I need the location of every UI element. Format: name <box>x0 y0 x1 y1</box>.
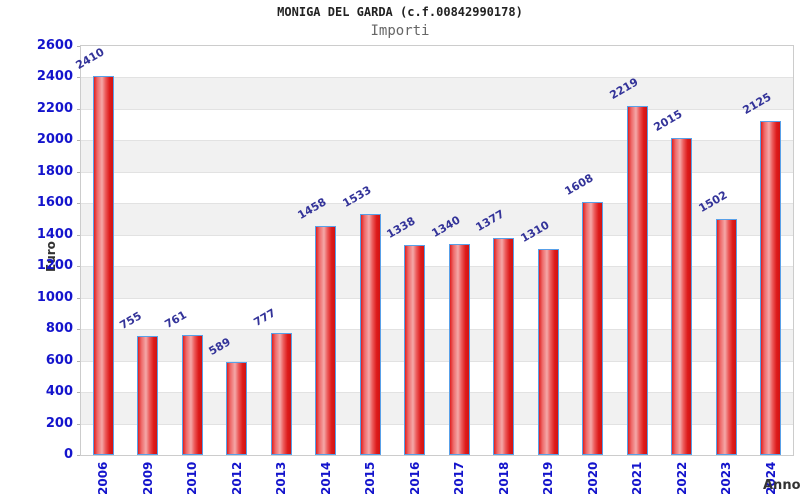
gridline <box>81 140 793 142</box>
y-tick-label: 200 <box>45 415 73 431</box>
chart-title: MONIGA DEL GARDA (c.f.00842990178) <box>277 5 523 19</box>
y-tick-label: 1000 <box>36 289 73 305</box>
bar <box>181 335 203 455</box>
y-tick-label: 400 <box>45 384 73 400</box>
gridline <box>81 77 793 79</box>
gridline <box>81 203 793 205</box>
bar <box>715 218 737 455</box>
y-tick-mark <box>77 171 80 173</box>
y-tick-label: 0 <box>63 447 73 462</box>
y-tick-mark <box>77 203 80 205</box>
gridline <box>81 234 793 236</box>
gridline <box>81 266 793 268</box>
bar <box>671 138 693 455</box>
y-tick-mark <box>77 46 80 47</box>
plot-band <box>81 108 793 141</box>
gridline <box>81 360 793 362</box>
x-tick-label: 2010 <box>185 461 200 495</box>
gridline <box>81 392 793 394</box>
x-tick-label: 2017 <box>452 461 467 495</box>
y-tick-mark <box>77 423 80 425</box>
y-tick-mark <box>77 392 80 394</box>
plot-band <box>81 77 793 109</box>
x-tick-label: 2019 <box>541 461 556 495</box>
gridline <box>81 329 793 331</box>
y-tick-mark <box>77 77 80 79</box>
plot-area: 2410 755 761 589 777 1458 1533 1338 1340 1377 1310… <box>73 45 794 456</box>
x-tick-label: 2012 <box>229 461 244 495</box>
bar <box>493 238 515 455</box>
y-tick-label: 2400 <box>36 69 73 85</box>
gridline <box>81 423 793 425</box>
y-tick-mark <box>77 329 80 331</box>
gridline <box>81 297 793 299</box>
y-tick-label: 2200 <box>36 100 73 116</box>
x-tick-label: 2009 <box>140 461 155 495</box>
x-tick-label: 2020 <box>585 461 600 495</box>
y-tick-label: 1800 <box>36 163 73 179</box>
y-tick-label: 2000 <box>36 132 73 148</box>
y-tick-mark <box>77 266 80 268</box>
bar <box>760 120 782 455</box>
bar <box>92 75 114 455</box>
gridline <box>81 108 793 110</box>
x-tick-label: 2018 <box>496 461 511 495</box>
x-tick-label: 2006 <box>96 461 111 495</box>
x-tick-label: 2021 <box>630 461 645 495</box>
bar <box>137 336 159 455</box>
y-tick-mark <box>77 455 80 456</box>
y-tick-mark <box>77 108 80 110</box>
bar <box>315 225 337 455</box>
bar <box>448 244 470 455</box>
plot-band <box>81 46 793 78</box>
y-tick-label: 2600 <box>36 38 73 53</box>
x-axis: 2006 2009 2010 2012 2013 2014 2015 2016 2017 2018… <box>81 457 793 499</box>
bar <box>626 105 648 455</box>
x-tick-label: 2023 <box>719 461 734 495</box>
bar <box>582 202 604 455</box>
y-tick-mark <box>77 297 80 299</box>
y-tick-label: 800 <box>45 321 73 337</box>
bar <box>226 362 248 455</box>
bar <box>537 248 559 455</box>
x-tick-label: 2016 <box>407 461 422 495</box>
gridline <box>81 171 793 173</box>
y-tick-label: 1400 <box>36 226 73 242</box>
x-tick-label: 2013 <box>274 461 289 495</box>
chart-subtitle: Importi <box>370 23 430 39</box>
x-axis-title: Anno <box>763 478 800 493</box>
bar <box>270 332 292 455</box>
y-tick-label: 600 <box>45 352 73 368</box>
x-tick-label: 2014 <box>318 461 333 495</box>
x-tick-label: 2015 <box>363 461 378 495</box>
y-tick-mark <box>77 360 80 362</box>
bar <box>404 244 426 455</box>
y-tick-label: 1600 <box>36 195 73 211</box>
y-tick-mark <box>77 234 80 236</box>
y-tick-label: 1200 <box>36 258 73 274</box>
bar <box>359 213 381 455</box>
y-tick-mark <box>77 140 80 142</box>
x-tick-label: 2022 <box>674 461 689 495</box>
